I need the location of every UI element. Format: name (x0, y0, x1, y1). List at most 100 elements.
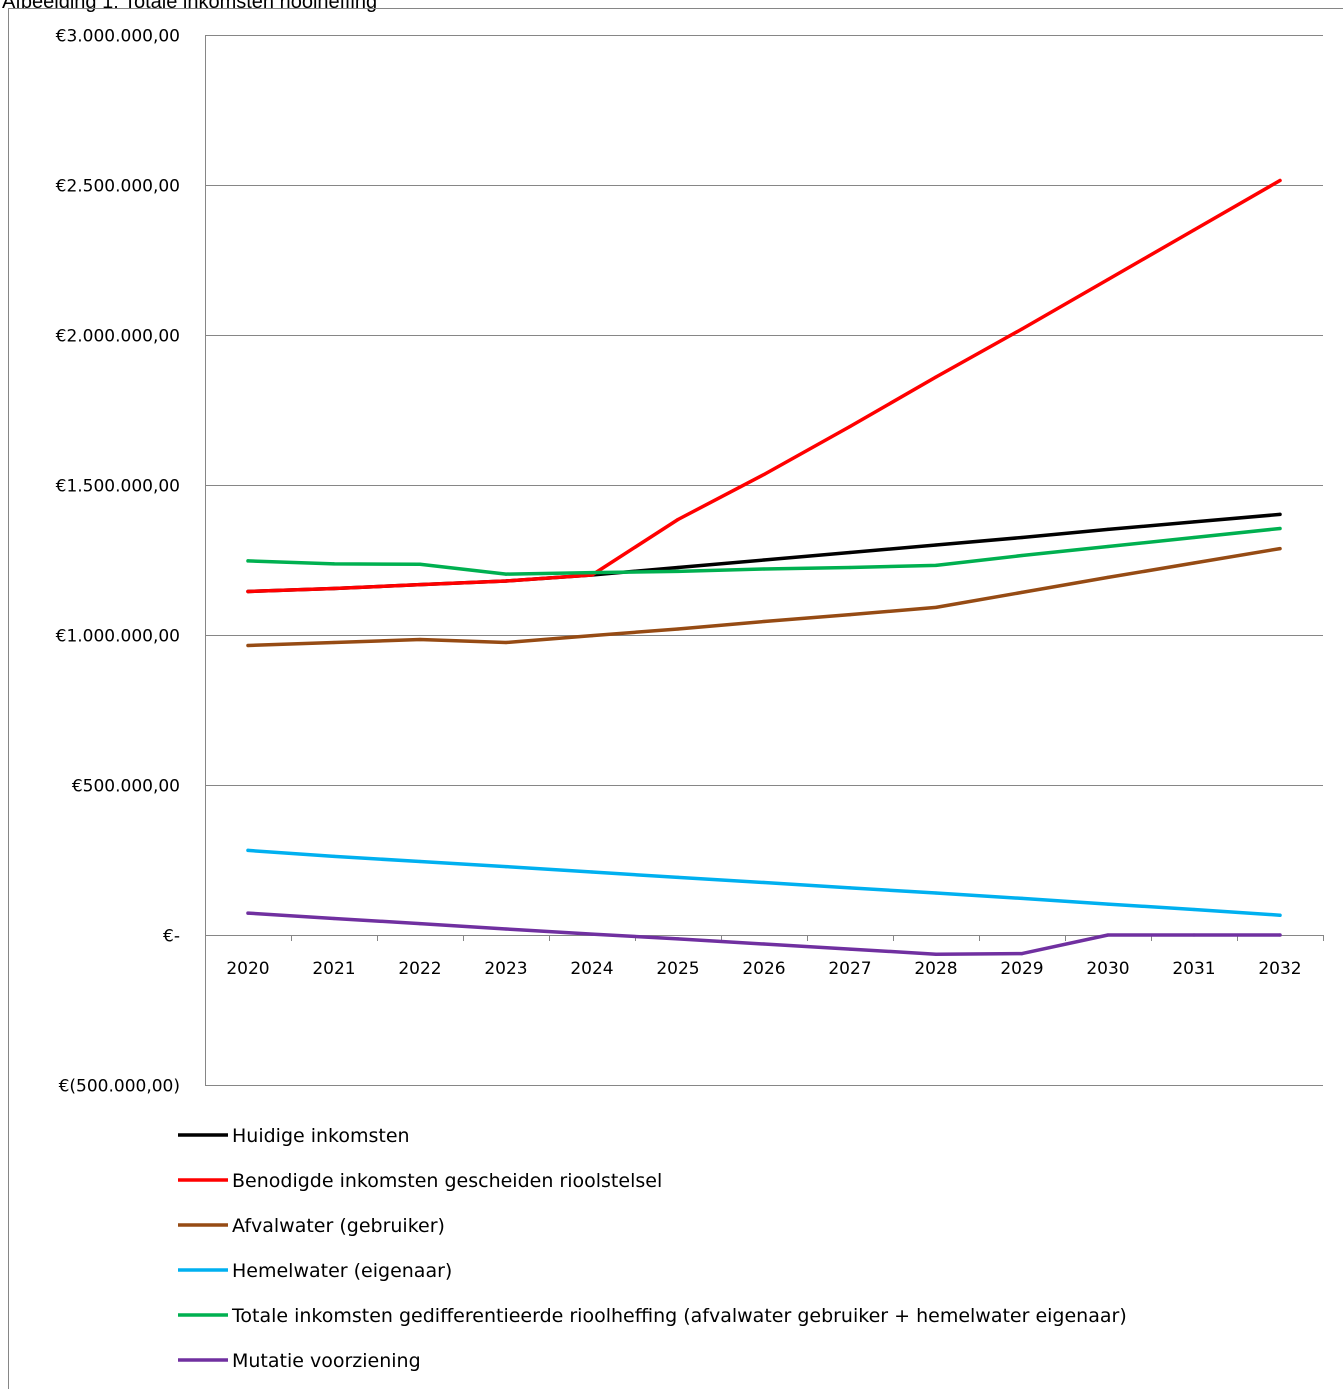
legend-label: Benodigde inkomsten gescheiden rioolstel… (232, 1170, 662, 1192)
series-5 (246, 526, 1282, 576)
data-point (590, 571, 594, 575)
x-tick-label: 2027 (828, 959, 871, 979)
chart-frame (8, 8, 1343, 1389)
series-4 (246, 848, 1282, 917)
data-point (246, 848, 250, 853)
data-point (246, 643, 250, 648)
data-point (418, 562, 422, 566)
legend-item: Totale inkomsten gedifferentieerde riool… (178, 1305, 1127, 1327)
x-tick-label: 2021 (312, 959, 355, 979)
x-tick-label: 2022 (398, 959, 441, 979)
data-point (848, 947, 852, 951)
y-tick-label: €3.000.000,00 (56, 27, 180, 47)
data-point (1192, 561, 1196, 565)
data-point (504, 640, 508, 645)
data-point (1020, 590, 1024, 595)
series-3 (246, 546, 1282, 648)
data-point (1278, 512, 1282, 517)
legend-item: Huidige inkomsten (178, 1125, 410, 1147)
legend: Huidige inkomsten Benodigde inkomsten ges… (178, 1125, 1127, 1372)
data-point (1278, 933, 1282, 937)
y-tick-label: €1.000.000,00 (56, 627, 180, 647)
x-tick-label: 2024 (570, 959, 613, 979)
data-point (1192, 228, 1196, 232)
data-point (762, 619, 766, 624)
x-tick-label: 2030 (1086, 959, 1129, 979)
data-point (762, 472, 766, 477)
series-lines (246, 178, 1282, 956)
y-tick-label: €- (163, 927, 180, 947)
data-point (1278, 547, 1282, 551)
series-2 (246, 178, 1282, 594)
y-tick-label: €1.500.000,00 (56, 477, 180, 497)
data-point (1020, 553, 1024, 558)
data-point (590, 634, 594, 638)
x-tick-label: 2026 (742, 959, 785, 979)
series-line (246, 512, 1282, 594)
data-point (418, 922, 422, 926)
data-point (676, 517, 680, 522)
data-point (848, 550, 852, 555)
y-tick-label: €2.500.000,00 (56, 177, 180, 197)
data-point (418, 583, 422, 587)
series-line (246, 526, 1282, 576)
data-point (1020, 896, 1024, 901)
x-tick-label: 2020 (226, 959, 269, 979)
figure-caption: Afbeelding 1: Totale inkomsten rioolheff… (2, 0, 378, 13)
data-point (246, 911, 250, 915)
y-axis-tick-labels: €3.000.000,00 €2.500.000,00 €2.000.000,00 €… (56, 27, 180, 1097)
data-point (676, 627, 680, 631)
data-point (1020, 952, 1024, 956)
data-point (762, 942, 766, 946)
data-point (246, 589, 250, 594)
data-point (1192, 933, 1196, 937)
data-point (504, 572, 508, 576)
data-point (848, 886, 852, 890)
data-point (934, 543, 938, 547)
data-point (762, 880, 766, 885)
data-point (1106, 933, 1110, 937)
data-point (590, 870, 594, 874)
series-line (246, 911, 1282, 956)
data-point (848, 424, 852, 429)
data-point (590, 932, 594, 936)
data-point (676, 875, 680, 880)
legend-label: Huidige inkomsten (232, 1125, 410, 1147)
x-tick-label: 2023 (484, 959, 527, 979)
legend-label: Totale inkomsten gedifferentieerde riool… (231, 1305, 1127, 1327)
legend-item: Afvalwater (gebruiker) (178, 1215, 445, 1237)
data-point (332, 640, 336, 645)
x-tick-label: 2031 (1172, 959, 1215, 979)
data-point (504, 865, 508, 869)
x-tick-label: 2028 (914, 959, 957, 979)
data-point (1020, 327, 1024, 331)
series-line (246, 178, 1282, 594)
data-point (848, 613, 852, 617)
data-point (1106, 575, 1110, 580)
data-point (848, 565, 852, 570)
data-point (1020, 535, 1024, 540)
data-point (418, 859, 422, 864)
data-point (246, 559, 250, 563)
x-tick-label: 2025 (656, 959, 699, 979)
series-1 (246, 512, 1282, 594)
data-point (1106, 902, 1110, 906)
data-point (934, 952, 938, 956)
data-point (762, 567, 766, 571)
data-point (1278, 178, 1282, 183)
data-point (332, 562, 336, 566)
legend-item: Mutatie voorziening (178, 1350, 421, 1372)
data-point (676, 565, 680, 570)
data-point (934, 605, 938, 610)
y-tick-label: €(500.000,00) (59, 1077, 180, 1097)
data-point (504, 927, 508, 931)
data-point (1192, 907, 1196, 912)
legend-item: Benodigde inkomsten gescheiden rioolstel… (178, 1170, 662, 1192)
data-point (504, 579, 508, 583)
legend-label: Afvalwater (gebruiker) (232, 1215, 445, 1237)
data-point (676, 937, 680, 941)
data-point (1106, 544, 1110, 549)
legend-label: Mutatie voorziening (232, 1350, 421, 1372)
data-point (934, 891, 938, 895)
legend-label: Hemelwater (eigenaar) (232, 1260, 452, 1282)
